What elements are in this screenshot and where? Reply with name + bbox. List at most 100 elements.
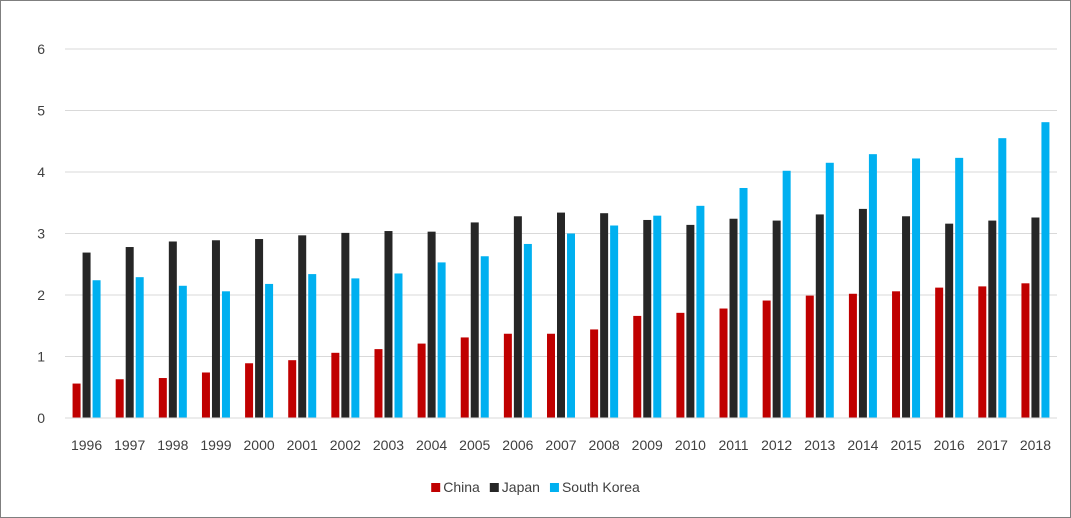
bar-china-2016: [935, 287, 944, 418]
bar-china-2013: [805, 295, 814, 418]
y-tick-label: 1: [37, 349, 45, 365]
bar-south-korea-2006: [523, 243, 532, 418]
x-tick-label: 2003: [373, 437, 404, 453]
bar-south-korea-2004: [437, 262, 446, 418]
bar-japan-2016: [945, 223, 954, 418]
bar-south-korea-1996: [92, 280, 101, 418]
x-tick-label: 2005: [459, 437, 490, 453]
x-tick-label: 2014: [847, 437, 878, 453]
legend-item-south-korea: South Korea: [549, 479, 640, 495]
bar-china-1997: [115, 379, 124, 418]
bar-china-1998: [158, 378, 167, 418]
x-axis-tick-labels: 1996 1997 1998 1999 2000 2001 2002 2003 2004 2005…: [71, 437, 1051, 453]
x-tick-label: 2002: [330, 437, 361, 453]
legend-label: China: [443, 479, 480, 495]
bar-japan-2003: [384, 231, 393, 418]
bar-japan-2013: [815, 214, 824, 418]
y-tick-label: 5: [37, 103, 45, 119]
bar-japan-2007: [557, 212, 565, 418]
x-tick-label: 2007: [545, 437, 576, 453]
bar-south-korea-2008: [610, 225, 619, 418]
bar-south-korea-2014: [868, 154, 877, 419]
y-tick-label: 2: [37, 287, 45, 303]
x-tick-label: 2016: [934, 437, 965, 453]
bar-china-2007: [547, 333, 555, 418]
bar-china-2000: [245, 363, 254, 418]
bar-south-korea-2018: [1041, 122, 1050, 418]
bars: [72, 122, 1050, 419]
x-tick-label: 2000: [244, 437, 275, 453]
bar-japan-2008: [600, 213, 609, 418]
bar-china-2008: [590, 329, 599, 418]
bar-china-2003: [374, 349, 383, 418]
bar-south-korea-2011: [739, 187, 748, 418]
bar-china-2001: [288, 360, 297, 418]
y-tick-label: 0: [37, 410, 45, 426]
legend-item-china: China: [431, 479, 480, 495]
bar-south-korea-2003: [394, 273, 403, 418]
bar-south-korea-2001: [308, 274, 317, 418]
bar-japan-2012: [772, 220, 781, 418]
x-tick-label: 2011: [718, 437, 748, 453]
y-tick-label: 6: [37, 41, 45, 57]
bar-south-korea-2015: [912, 158, 921, 418]
bar-china-2012: [762, 300, 771, 418]
bar-japan-2006: [513, 216, 522, 418]
bar-china-1996: [72, 383, 81, 418]
bar-south-korea-1999: [221, 291, 230, 418]
legend-swatch: [431, 483, 441, 492]
x-tick-label: 1997: [114, 437, 145, 453]
legend-label: South Korea: [562, 479, 640, 495]
bar-south-korea-2007: [567, 233, 575, 418]
bar-south-korea-2017: [998, 138, 1007, 419]
bar-japan-2015: [902, 216, 911, 418]
bar-japan-1997: [125, 247, 134, 418]
x-tick-label: 2004: [416, 437, 447, 453]
bar-china-2005: [460, 337, 469, 418]
bar-japan-2001: [298, 235, 307, 418]
legend-swatch: [549, 483, 559, 492]
bar-china-2011: [719, 308, 728, 418]
x-tick-label: 2010: [675, 437, 706, 453]
x-tick-label: 2013: [804, 437, 835, 453]
legend-swatch: [489, 483, 499, 492]
bar-china-1999: [201, 372, 210, 418]
bar-japan-2010: [686, 224, 695, 418]
x-tick-label: 2006: [502, 437, 533, 453]
x-tick-label: 2015: [890, 437, 921, 453]
bar-south-korea-2013: [825, 162, 834, 418]
legend-label: Japan: [502, 479, 540, 495]
bar-south-korea-2000: [265, 283, 274, 418]
bar-japan-2004: [427, 231, 436, 418]
x-tick-label: 1999: [200, 437, 231, 453]
x-tick-label: 2018: [1020, 437, 1051, 453]
bar-japan-2002: [341, 232, 350, 418]
bar-japan-2017: [988, 220, 997, 418]
bar-japan-2011: [729, 218, 738, 418]
bar-china-2015: [892, 291, 901, 418]
y-tick-label: 3: [37, 226, 45, 242]
x-tick-label: 2012: [761, 437, 792, 453]
y-axis-tick-labels: 0 1 2 3 4 5 6: [37, 41, 45, 426]
bar-china-2006: [503, 333, 512, 418]
bar-china-2009: [633, 315, 642, 418]
bar-japan-2014: [858, 208, 867, 418]
bar-china-2018: [1021, 283, 1030, 418]
bar-china-2002: [331, 352, 340, 418]
bar-japan-1998: [168, 241, 177, 418]
bar-japan-2018: [1031, 217, 1040, 418]
x-tick-label: 1998: [157, 437, 188, 453]
bar-south-korea-1997: [135, 277, 144, 418]
bar-south-korea-2012: [782, 170, 791, 418]
x-tick-label: 2008: [589, 437, 620, 453]
bar-south-korea-2005: [480, 256, 489, 418]
bar-south-korea-1998: [178, 285, 187, 418]
bar-south-korea-2002: [351, 278, 360, 418]
bar-japan-2009: [643, 219, 652, 418]
bar-south-korea-2010: [696, 205, 705, 418]
y-tick-label: 4: [37, 164, 45, 180]
bar-japan-1999: [211, 240, 220, 418]
legend-item-japan: Japan: [489, 479, 540, 495]
legend: China Japan South Korea: [431, 479, 640, 495]
